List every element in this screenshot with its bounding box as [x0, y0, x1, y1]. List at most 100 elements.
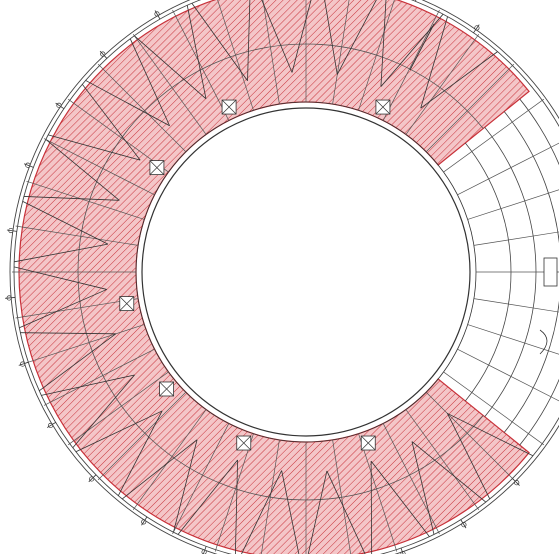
radial-member — [97, 391, 187, 481]
spoke — [512, 478, 520, 486]
column-cross — [159, 381, 174, 397]
drawing — [5, 0, 559, 554]
brace — [81, 84, 141, 161]
radial-member — [15, 225, 139, 246]
radial-member — [217, 0, 254, 111]
brace — [45, 139, 120, 201]
access-ramp — [539, 329, 548, 355]
brace — [261, 0, 293, 73]
column-cross — [149, 160, 165, 175]
radial-member — [443, 98, 545, 173]
mast — [409, 23, 435, 71]
brace — [22, 201, 109, 245]
radial-member — [473, 231, 559, 246]
brace — [14, 243, 109, 263]
radial-member — [467, 189, 559, 220]
radial-member — [382, 9, 440, 121]
radial-member — [43, 348, 155, 406]
brace — [48, 134, 141, 161]
brace — [234, 459, 238, 554]
radial-member — [358, 0, 395, 111]
brace — [291, 0, 312, 73]
spoke — [202, 546, 207, 554]
brace — [411, 441, 435, 535]
brace — [326, 470, 366, 554]
radial-member — [15, 298, 139, 319]
brace — [75, 410, 163, 453]
spoke — [141, 516, 148, 526]
brace — [85, 80, 170, 127]
inner-field — [141, 107, 471, 437]
radial-member — [67, 371, 169, 446]
brace — [39, 333, 117, 392]
radial-member — [132, 409, 207, 511]
structure-arc — [503, 111, 559, 433]
structure-arc — [519, 98, 559, 446]
brace — [247, 0, 251, 81]
brace — [281, 470, 300, 554]
radial-member — [473, 298, 559, 313]
column-cross — [236, 435, 251, 451]
brace — [307, 470, 328, 554]
brace — [186, 5, 207, 99]
brace — [19, 289, 107, 329]
radial-member — [457, 348, 559, 402]
brace — [411, 441, 487, 503]
brace — [380, 0, 387, 87]
brace — [336, 0, 377, 75]
radial-member — [172, 423, 230, 535]
radial-member — [26, 324, 145, 364]
spoke — [460, 519, 467, 529]
access-box — [543, 257, 558, 287]
radial-member — [332, 0, 350, 105]
spoke — [5, 297, 16, 299]
radial-member — [172, 9, 230, 121]
brace — [72, 374, 135, 448]
column-cross — [375, 99, 391, 115]
column-cross — [361, 435, 376, 451]
outer-rim — [9, 0, 559, 554]
brace — [447, 413, 491, 500]
brace — [129, 38, 170, 126]
brace — [177, 459, 238, 535]
radial-member — [405, 409, 480, 511]
spoke — [18, 361, 29, 366]
brace — [191, 2, 248, 81]
spoke — [400, 547, 404, 554]
brace — [20, 332, 116, 335]
radial-member — [97, 63, 187, 153]
brace — [447, 413, 534, 457]
radial-member — [358, 433, 398, 552]
radial-member — [405, 33, 480, 135]
spoke — [46, 422, 56, 428]
brace — [420, 51, 498, 109]
spoke — [23, 163, 34, 168]
spoke — [88, 474, 97, 483]
radial-member — [132, 33, 207, 135]
brace — [370, 460, 430, 537]
brace — [13, 266, 107, 290]
brace — [23, 196, 120, 201]
spoke — [99, 50, 108, 59]
brace — [41, 374, 135, 396]
radial-member — [67, 98, 169, 173]
radial-member — [332, 439, 352, 554]
brace — [241, 470, 282, 554]
radial-member — [260, 439, 280, 554]
radial-member — [425, 63, 515, 153]
brace — [324, 0, 338, 75]
column-cross — [221, 99, 237, 115]
brace — [173, 439, 198, 533]
spoke — [473, 24, 480, 34]
radial-member — [382, 423, 440, 535]
radial-member — [443, 371, 545, 446]
radial-member — [43, 138, 155, 196]
radial-member — [467, 324, 559, 355]
brace — [420, 16, 448, 109]
spoke — [6, 229, 17, 232]
radial-member — [214, 433, 254, 552]
radial-member — [425, 391, 515, 481]
spoke — [55, 102, 65, 110]
brace — [117, 410, 163, 496]
